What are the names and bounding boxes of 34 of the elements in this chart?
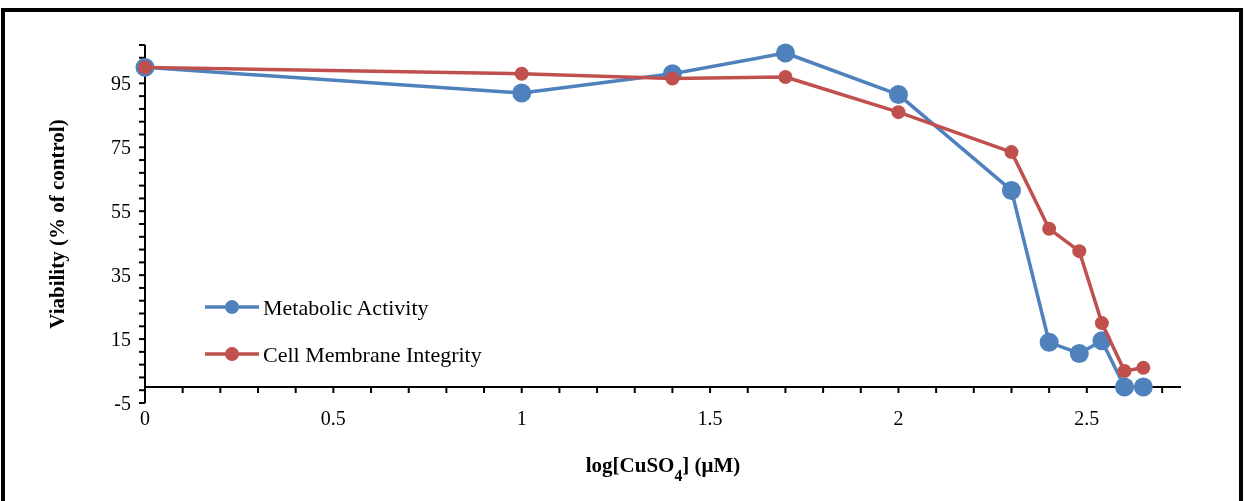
x-tick-label: 0	[140, 407, 150, 429]
x-tick-label: 1.5	[697, 407, 723, 429]
point	[1039, 332, 1059, 352]
legend-label: Cell Membrane Integrity	[263, 341, 482, 367]
x-tick-label: 1	[516, 407, 527, 429]
y-tick-label: 75	[111, 136, 131, 159]
point	[1136, 360, 1151, 375]
point	[1004, 145, 1019, 160]
x-tick-label: 2	[893, 407, 904, 429]
y-tick-label: 35	[111, 264, 131, 287]
point	[1133, 377, 1153, 397]
point	[1042, 221, 1057, 236]
point	[514, 66, 529, 81]
point	[891, 105, 906, 120]
point	[1114, 377, 1134, 397]
point	[778, 69, 793, 84]
y-tick-label: 15	[111, 328, 131, 351]
point	[512, 83, 532, 103]
y-axis-title: Viability (% of control)	[45, 119, 69, 329]
point	[1069, 343, 1089, 363]
point	[1094, 316, 1109, 331]
point	[665, 71, 680, 86]
point	[775, 43, 795, 63]
point	[888, 85, 908, 105]
y-tick-label: 95	[111, 72, 131, 95]
y-tick-label: 55	[111, 200, 131, 223]
x-axis-title: log[CuSO$_{4}$] (μM)	[585, 453, 741, 484]
y-tick-label: -5	[114, 392, 131, 414]
x-tick-label: 2.5	[1074, 407, 1100, 429]
x-tick-label: 0.5	[320, 407, 346, 429]
point	[1001, 180, 1021, 200]
legend-label: Metabolic Activity	[263, 294, 429, 320]
point	[1072, 244, 1087, 259]
point	[1117, 364, 1132, 379]
